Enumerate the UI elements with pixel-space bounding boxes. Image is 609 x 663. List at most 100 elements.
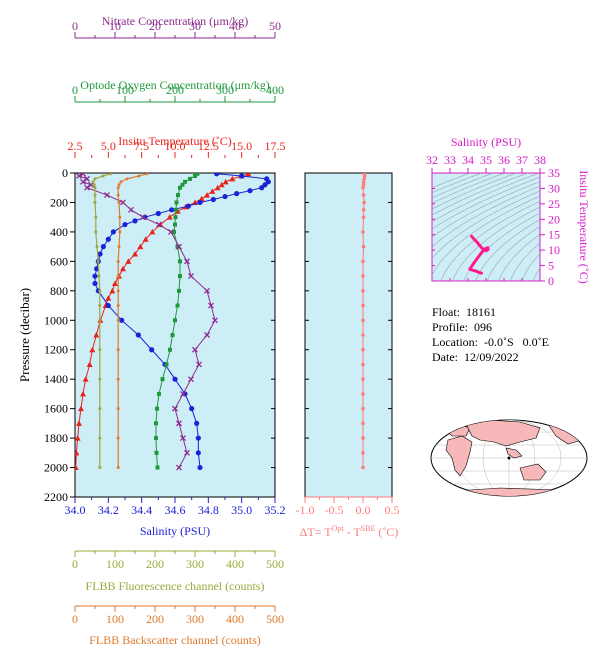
salinity-point: [262, 182, 268, 188]
fluorescence-tick-label: 500: [266, 557, 284, 571]
temperature-axis: 2.5 5.0 7.5 10.0 12.5 15.0 17.5: [68, 139, 286, 158]
oxygen-point: [177, 288, 181, 293]
oxygen-point: [154, 421, 158, 426]
oxygen-point: [170, 333, 175, 337]
salinity-point: [195, 450, 201, 456]
delta-t-point: [361, 451, 365, 455]
salinity-point: [100, 244, 106, 250]
delta-t-point: [361, 421, 365, 426]
backscatter-point: [119, 180, 123, 184]
salinity-axis: 34.0 34.2 34.4 34.6 34.8 35.0 35.2: [65, 497, 286, 517]
delta-t-point: [361, 406, 365, 411]
oxygen-point: [164, 362, 169, 367]
globe-locator-map: [430, 419, 588, 497]
delta-t-point: [361, 318, 365, 323]
nitrate-point: [80, 173, 86, 177]
oxygen-point: [195, 173, 200, 176]
delta-t-point: [361, 289, 365, 293]
fluorescence-point: [93, 186, 97, 190]
delta-t-point: [361, 392, 365, 396]
backscatter-point: [118, 230, 122, 234]
nitrate-point: [80, 178, 86, 185]
fluorescence-tick-label: 200: [146, 557, 164, 571]
temperature-point: [82, 376, 89, 382]
delta-t-point: [361, 208, 366, 212]
fluorescence-point: [98, 436, 102, 440]
backscatter-point: [118, 215, 122, 219]
delta-t-point: [361, 193, 366, 197]
temperature-point: [112, 280, 118, 286]
oxygen-axis: 0 100 200 300 400: [72, 83, 284, 103]
delta-t-point: [361, 180, 366, 184]
salinity-point: [247, 188, 253, 194]
fluorescence-tick-label: 300: [186, 557, 204, 571]
temperature-point: [89, 346, 96, 353]
t-s-temperature-tick-label: 25: [548, 197, 560, 211]
oxygen-point: [155, 406, 159, 411]
temperature-tick-label: 2.5: [68, 139, 83, 153]
pressure-tick-label: 200: [50, 195, 68, 209]
delta-t-tick-label: 0.5: [385, 503, 400, 517]
temperature-point: [120, 265, 126, 272]
t-s-salinity-title: Salinity (PSU): [451, 135, 521, 149]
pressure-tick-label: 2200: [44, 490, 68, 504]
temperature-tick-label: 10.0: [165, 139, 186, 153]
t-s-temperature-tick-label: 20: [548, 212, 560, 226]
pressure-tick-label: 0: [62, 166, 68, 180]
fluorescence-point: [98, 289, 102, 293]
nitrate-point: [192, 346, 198, 353]
backscatter-point: [117, 245, 121, 249]
backscatter-point: [116, 274, 120, 278]
oxygen-point: [178, 185, 182, 190]
nitrate-point: [204, 287, 210, 294]
salinity-point: [197, 199, 203, 206]
salinity-point: [135, 332, 141, 338]
nitrate-tick-label: 30: [189, 19, 201, 33]
temperature-point: [222, 178, 229, 185]
temperature-point: [80, 390, 86, 397]
oxygen-point: [157, 391, 161, 396]
salinity-point: [110, 229, 116, 235]
delta-t-point: [362, 200, 366, 205]
temperature-point: [75, 435, 81, 441]
oxygen-point: [174, 200, 179, 205]
nitrate-tick-label: 40: [229, 19, 241, 33]
fluorescence-point: [95, 245, 99, 249]
backscatter-tick-label: 0: [72, 612, 78, 626]
date-text: Date: 12/09/2022: [432, 350, 519, 364]
delta-t-point: [361, 230, 365, 234]
t-s-salinity-tick-label: 32: [426, 153, 438, 167]
oxygen-axis-title: Optode Oxygen Concentration (μm/kg): [80, 78, 269, 92]
nitrate-point: [204, 332, 210, 338]
pressure-tick-label: 1600: [44, 402, 68, 416]
temperature-point: [93, 332, 100, 338]
backscatter-tick-label: 200: [146, 612, 164, 626]
temperature-point: [214, 184, 221, 191]
oxygen-tick-label: 0: [72, 83, 78, 97]
main-series-group: [75, 173, 271, 471]
backscatter-tick-label: 500: [266, 612, 284, 626]
isopycnal-line: [432, 185, 540, 248]
fluorescence-point: [101, 174, 105, 178]
delta-t-series: [361, 173, 367, 470]
nitrate-point: [188, 273, 194, 280]
salinity-point: [132, 218, 138, 224]
australia-landmass: [519, 463, 547, 481]
t-s-temperature-tick-label: 30: [548, 181, 560, 195]
oxygen-point: [175, 303, 180, 308]
temperature-point: [76, 420, 82, 426]
backscatter-point: [116, 407, 120, 411]
t-s-temperature-tick-label: 35: [548, 166, 560, 180]
salinity-point: [97, 251, 103, 257]
pressure-tick-label: 1800: [44, 431, 68, 445]
nitrate-point: [176, 243, 182, 250]
salinity-point: [122, 221, 128, 228]
delta-t-point: [361, 182, 366, 187]
salinity-point: [194, 420, 200, 426]
pressure-tick-label: 800: [50, 284, 68, 298]
t-s-line: [468, 234, 490, 275]
fluorescence-point: [97, 274, 101, 278]
t-s-temperature-tick-label: 15: [548, 228, 560, 242]
